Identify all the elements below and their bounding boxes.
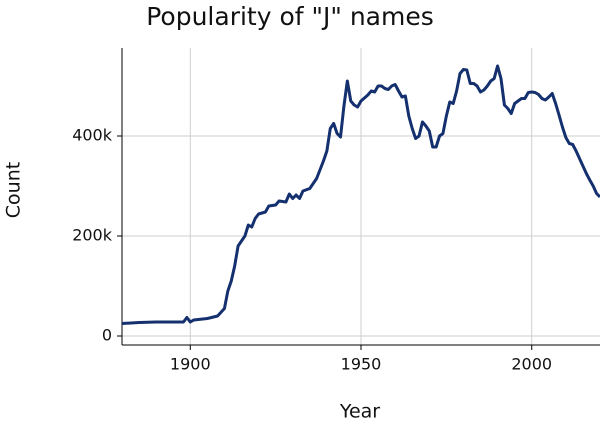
data-line (121, 64, 600, 325)
x-tick-label: 1900 (170, 355, 211, 374)
chart-title: Popularity of "J" names (146, 2, 434, 31)
y-tick-label: 0 (102, 326, 112, 345)
y-axis-label: Count (3, 162, 25, 218)
x-axis-label: Year (339, 401, 380, 423)
x-tick-label: 2000 (511, 355, 552, 374)
y-tick-label: 400k (72, 126, 113, 145)
x-tick-label: 1950 (341, 355, 382, 374)
y-tick-label: 200k (72, 226, 113, 245)
